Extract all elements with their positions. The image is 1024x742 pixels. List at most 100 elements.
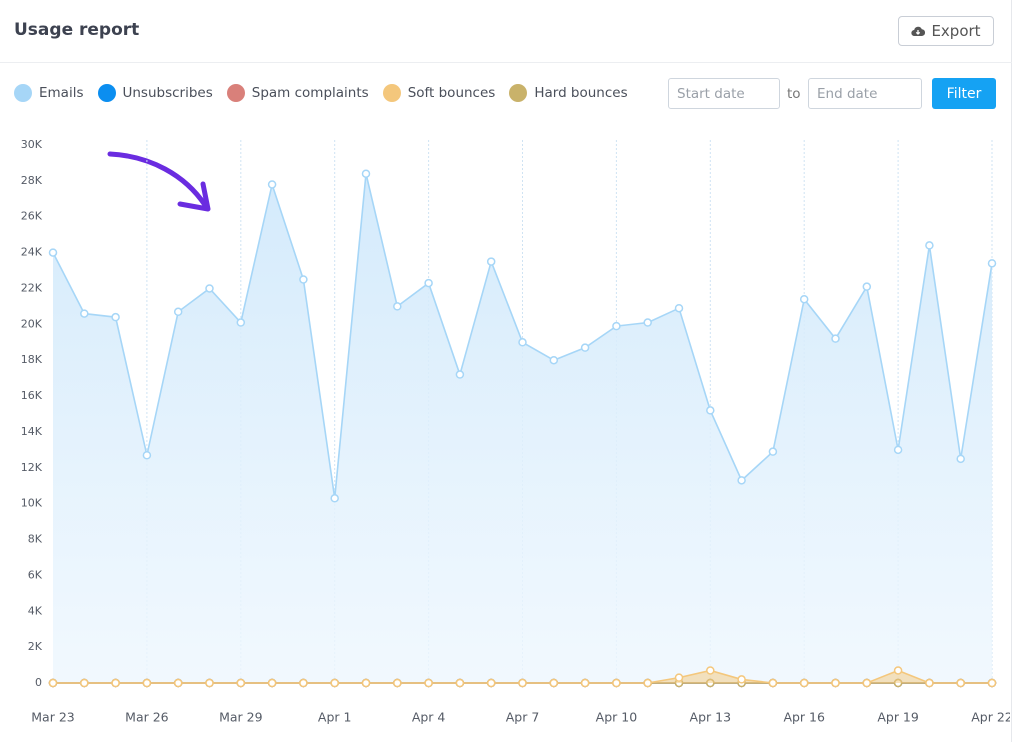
legend-label: Hard bounces	[534, 85, 628, 101]
point	[393, 678, 402, 688]
point	[236, 678, 246, 688]
start-date-input[interactable]: Start date	[668, 78, 780, 109]
y-tick-label: 28K	[21, 174, 43, 187]
point	[48, 248, 58, 257]
y-tick-label: 16K	[21, 389, 43, 402]
point	[424, 278, 433, 288]
point	[549, 355, 559, 365]
y-tick-label: 18K	[21, 353, 43, 366]
x-tick-label: Apr 19	[877, 710, 919, 725]
point	[643, 318, 652, 327]
point	[173, 678, 183, 688]
point	[455, 370, 465, 379]
point	[799, 678, 809, 688]
point	[111, 312, 120, 322]
legend-item[interactable]: Spam complaints	[226, 84, 369, 102]
x-tick-label: Apr 10	[596, 710, 638, 725]
point	[299, 678, 308, 688]
point	[299, 275, 308, 284]
point	[643, 678, 652, 688]
y-tick-label: 10K	[21, 497, 43, 510]
point	[893, 666, 903, 675]
y-tick-label: 30K	[21, 138, 43, 151]
y-tick-label: 20K	[21, 317, 43, 330]
legend-swatch	[97, 84, 116, 102]
legend-swatch	[509, 84, 528, 102]
point	[737, 675, 746, 684]
legend-swatch	[14, 84, 32, 102]
point	[48, 678, 58, 688]
point	[142, 450, 152, 460]
point	[737, 476, 746, 485]
point	[267, 678, 277, 688]
legend-item[interactable]: Hard bounces	[509, 84, 628, 102]
point	[424, 678, 433, 688]
legend-label: Emails	[39, 85, 84, 101]
point	[862, 282, 872, 291]
x-tick-label: Apr 16	[783, 710, 825, 725]
area	[53, 173, 992, 683]
point	[893, 445, 903, 455]
legend-item[interactable]: Soft bounces	[382, 84, 496, 102]
point	[674, 303, 684, 313]
point	[925, 678, 934, 688]
annotation-arrow-head	[177, 181, 211, 212]
y-tick-label: 24K	[21, 246, 43, 259]
y-tick-label: 12K	[21, 461, 43, 474]
x-tick-label: Apr 1	[318, 710, 352, 725]
y-tick-label: 22K	[21, 281, 43, 294]
legend-item[interactable]: Unsubscribes	[97, 84, 213, 102]
x-tick-label: Apr 7	[506, 710, 540, 725]
point	[831, 334, 840, 343]
point	[799, 294, 809, 304]
point	[580, 678, 590, 688]
point	[612, 678, 621, 688]
divider	[0, 62, 1012, 63]
point	[142, 678, 152, 688]
point	[111, 678, 120, 688]
point	[361, 169, 371, 178]
point	[862, 678, 872, 688]
cloud-icon	[911, 26, 926, 37]
legend-item[interactable]: Emails	[14, 84, 84, 102]
point	[706, 406, 715, 415]
y-tick-label: 4K	[28, 604, 43, 617]
filter-button[interactable]: Filter	[932, 78, 996, 109]
point	[549, 678, 559, 688]
point	[580, 343, 590, 352]
x-tick-label: Apr 4	[412, 710, 446, 725]
point	[987, 678, 997, 688]
point	[330, 494, 339, 503]
legend-label: Soft bounces	[407, 85, 496, 101]
point	[173, 307, 183, 317]
point	[831, 678, 840, 688]
point	[518, 338, 527, 347]
export-button[interactable]: Export	[898, 16, 994, 46]
y-tick-label: 8K	[28, 533, 43, 546]
legend-label: Unsubscribes	[122, 85, 213, 101]
to-label: to	[787, 86, 801, 102]
y-tick-label: 2K	[28, 640, 43, 653]
y-tick-label: 6K	[28, 568, 43, 581]
end-date-input[interactable]: End date	[808, 78, 922, 109]
point	[205, 284, 214, 293]
y-tick-label: 26K	[21, 210, 43, 223]
x-tick-label: Mar 26	[125, 710, 169, 725]
legend: Emails Unsubscribes Spam complaints Soft bo…	[14, 84, 628, 102]
point	[706, 666, 715, 675]
annotation-arrow	[107, 151, 208, 208]
y-tick-label: 14K	[21, 425, 43, 438]
point	[768, 678, 778, 688]
point	[236, 318, 246, 327]
chart: 0 2K 4K 6K 8K 10K 12K 14K 16K 18K 20K 22K 24K 26K 28K 3…	[21, 138, 1010, 725]
point	[612, 321, 621, 331]
point	[330, 678, 339, 688]
title: Usage report	[14, 20, 140, 40]
point	[768, 447, 778, 456]
legend-label: Spam complaints	[251, 85, 369, 101]
y-tick-label: 0	[35, 676, 42, 689]
point	[925, 241, 934, 250]
point	[674, 673, 684, 682]
point	[486, 678, 496, 688]
